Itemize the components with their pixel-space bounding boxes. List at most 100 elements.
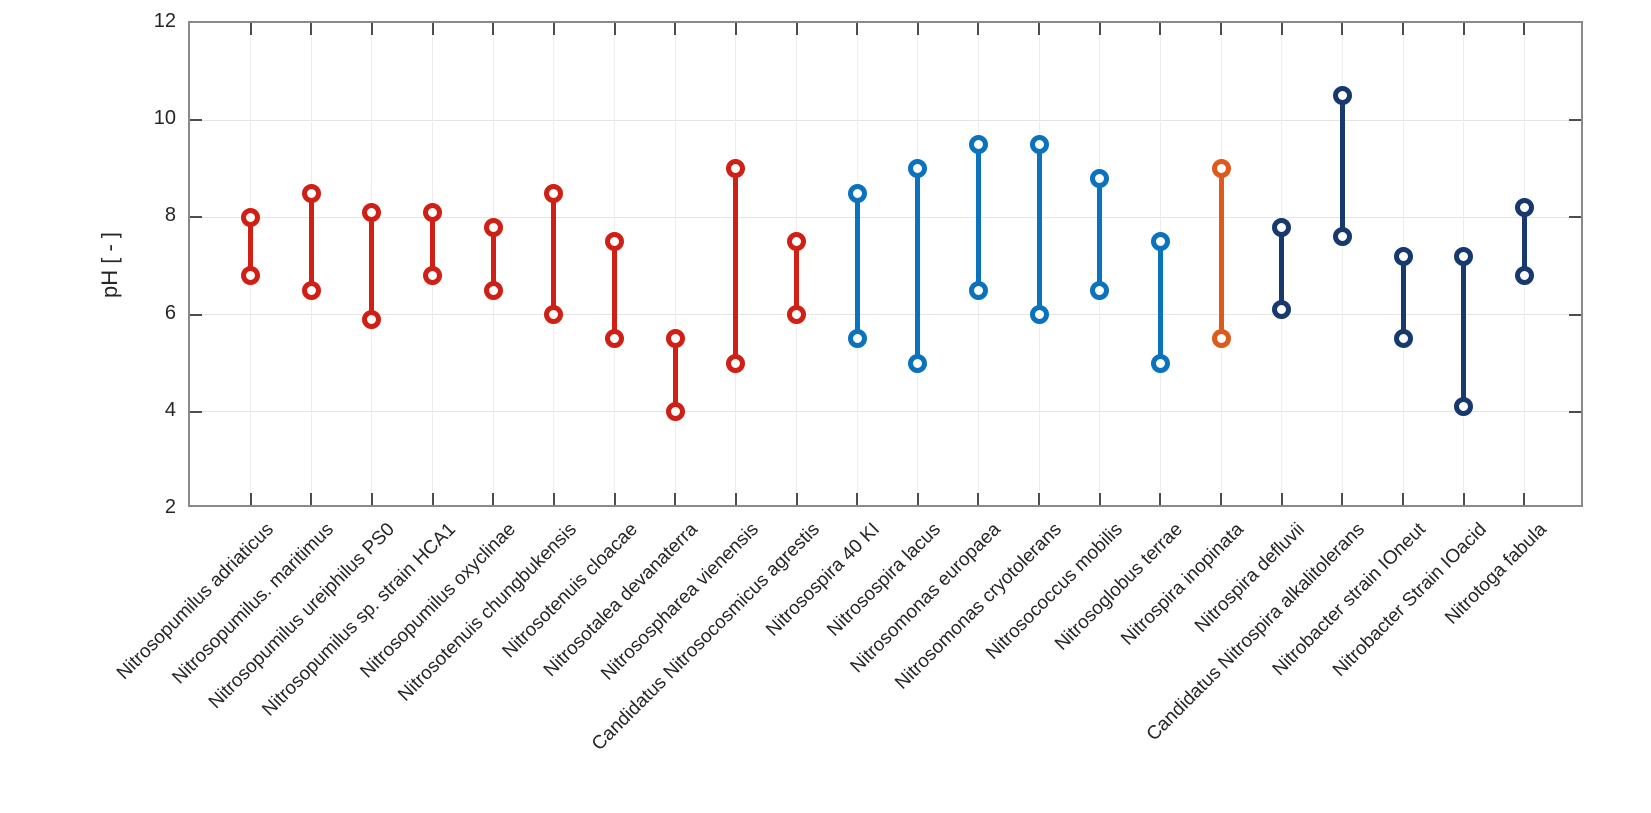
x-tick-mark [795,23,798,35]
y-tick-mark [190,410,202,413]
range-marker-max [605,232,625,252]
range-marker-max [908,159,928,179]
h-gridline [190,314,1581,316]
x-tick-mark [977,23,980,35]
v-gridline [674,23,676,505]
x-tick-label: Nitrosopumilus. maritimus [168,519,339,689]
x-tick-mark [1462,23,1465,35]
range-stem [308,193,314,291]
range-marker-min [1514,266,1534,286]
range-stem [1521,207,1527,276]
x-tick-mark [1220,493,1223,505]
x-tick-mark [552,23,555,35]
range-stem [1400,256,1406,339]
x-tick-mark [370,23,373,35]
x-tick-mark [1280,23,1283,35]
x-tick-mark [1462,493,1465,505]
range-marker-max [726,159,746,179]
v-gridline [1341,23,1343,505]
y-tick-mark [190,313,202,316]
range-marker-min [1393,329,1413,349]
y-tick-mark [1569,313,1581,316]
range-marker-min [1332,227,1352,247]
y-tick-label: 2 [164,496,176,518]
h-gridline [190,216,1581,218]
range-marker-max [1272,217,1292,237]
range-marker-min [423,266,443,286]
range-marker-min [483,280,503,300]
x-tick-mark [977,493,980,505]
range-stem [672,338,678,412]
range-marker-max [968,135,988,154]
h-gridline [190,411,1581,413]
range-marker-max [665,329,685,349]
range-marker-max [847,183,867,203]
range-marker-max [241,207,261,227]
plot-area [188,21,1583,507]
x-tick-mark [249,493,252,505]
range-marker-min [1029,305,1049,325]
range-stem [490,227,496,291]
h-gridline [190,119,1581,121]
x-tick-mark [613,493,616,505]
x-tick-mark [431,23,434,35]
range-marker-max [483,217,503,237]
x-tick-mark [1159,23,1162,35]
y-tick-mark [1569,119,1581,122]
range-marker-max [362,203,382,223]
range-stem [794,241,800,315]
x-tick-mark [1523,493,1526,505]
range-stem [1036,144,1042,315]
x-tick-mark [1220,23,1223,35]
range-marker-min [1272,300,1292,320]
range-marker-max [787,232,807,252]
x-tick-mark [734,23,737,35]
range-stem [975,144,981,291]
y-tick-label: 4 [164,398,176,421]
range-stem [430,212,436,276]
range-stem [248,217,254,276]
x-tick-mark [916,493,919,505]
range-marker-min [908,353,928,373]
range-marker-max [1029,135,1049,154]
x-tick-mark [1038,493,1041,505]
x-tick-mark [1402,493,1405,505]
range-marker-min [301,280,321,300]
range-stem [1339,95,1345,237]
range-marker-max [1332,86,1352,106]
x-tick-mark [856,493,859,505]
range-marker-min [1090,280,1110,300]
range-marker-min [1454,397,1474,417]
x-tick-mark [249,23,252,35]
range-marker-min [362,309,382,329]
x-tick-mark [613,23,616,35]
range-marker-min [968,280,988,300]
range-marker-min [787,305,807,325]
range-marker-max [1514,198,1534,218]
x-tick-mark [1280,493,1283,505]
x-tick-mark [552,493,555,505]
x-tick-mark [795,493,798,505]
x-tick-mark [1523,23,1526,35]
range-stem [1218,168,1224,339]
range-stem [1461,256,1467,407]
range-stem [854,193,860,339]
y-tick-label: 6 [164,301,176,324]
range-marker-min [1211,329,1231,349]
range-marker-max [423,203,443,223]
range-marker-min [605,329,625,349]
y-tick-mark [190,119,202,122]
x-tick-mark [734,493,737,505]
y-tick-mark [1569,410,1581,413]
range-stem [1097,178,1103,291]
range-stem [733,168,739,364]
range-marker-min [1150,353,1170,373]
x-tick-mark [674,493,677,505]
range-marker-min [241,266,261,286]
y-tick-label: 12 [153,10,176,32]
range-marker-max [1454,246,1474,266]
y-tick-mark [1569,216,1581,219]
range-marker-min [544,305,564,325]
x-tick-mark [310,493,313,505]
